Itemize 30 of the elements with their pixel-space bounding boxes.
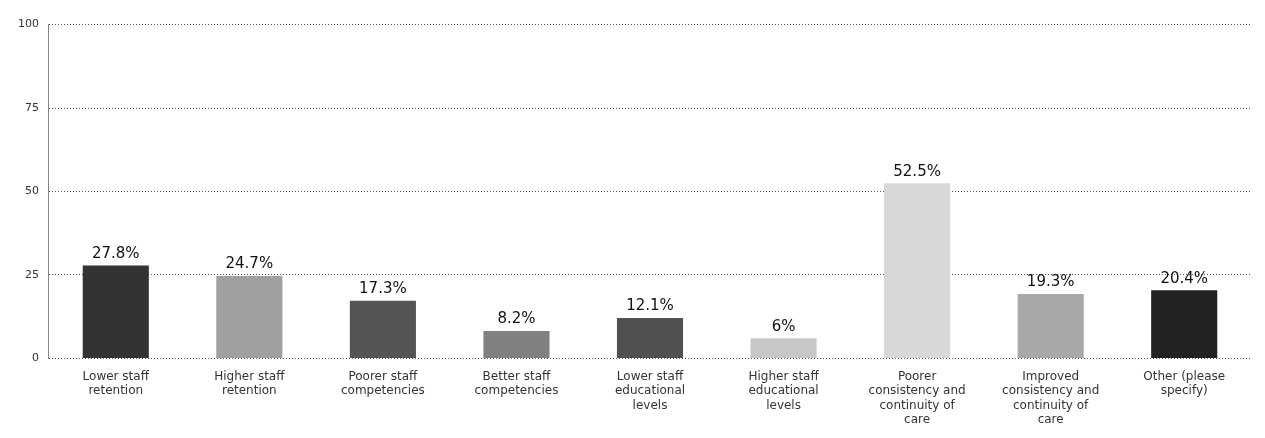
y-tick-label: 100 bbox=[18, 17, 39, 31]
data-label: 6% bbox=[771, 316, 796, 335]
x-tick-label: Lower staff retention bbox=[82, 368, 150, 398]
x-tick-label: Higher staff retention bbox=[214, 368, 286, 398]
data-label: 24.7% bbox=[225, 254, 274, 273]
x-tick-label: Poorer consistency and continuity of care bbox=[868, 368, 966, 426]
data-label: 19.3% bbox=[1026, 272, 1075, 291]
y-tick-label: 50 bbox=[25, 184, 39, 198]
data-label: 27.8% bbox=[91, 243, 140, 262]
x-tick-label: Poorer staff competencies bbox=[340, 368, 425, 398]
x-tick-label: Lower staff educational levels bbox=[614, 368, 686, 412]
bar bbox=[483, 331, 550, 358]
x-tick-label: Other (please specify) bbox=[1143, 368, 1226, 398]
data-label: 12.1% bbox=[626, 296, 674, 315]
x-tick-label: Higher staff educational levels bbox=[748, 368, 820, 412]
data-label: 8.2% bbox=[497, 309, 536, 328]
x-tick-label: Improved consistency and continuity of care bbox=[1002, 368, 1100, 426]
bar bbox=[750, 338, 817, 358]
bar bbox=[1151, 290, 1218, 358]
x-tick-label: Better staff competencies bbox=[474, 368, 559, 398]
bar bbox=[82, 265, 149, 358]
bar bbox=[884, 183, 951, 358]
data-label: 17.3% bbox=[359, 279, 407, 298]
y-tick-label: 75 bbox=[25, 100, 39, 114]
data-label: 52.5% bbox=[893, 161, 941, 180]
y-tick-label: 0 bbox=[32, 351, 39, 365]
data-label: 20.4% bbox=[1160, 268, 1209, 287]
bar bbox=[216, 275, 283, 358]
y-tick-label: 25 bbox=[25, 267, 39, 281]
bar bbox=[1017, 293, 1084, 358]
